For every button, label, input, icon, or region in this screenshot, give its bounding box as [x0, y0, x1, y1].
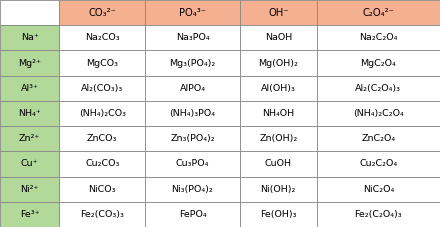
- Bar: [240, 101, 317, 126]
- Bar: [240, 202, 317, 227]
- Text: Na₂CO₃: Na₂CO₃: [85, 33, 120, 42]
- Bar: [59, 202, 145, 227]
- Bar: [0, 76, 59, 101]
- Bar: [317, 76, 440, 101]
- Bar: [240, 0, 317, 25]
- Bar: [145, 151, 240, 177]
- Bar: [0, 50, 59, 76]
- Bar: [240, 126, 317, 151]
- Text: NaOH: NaOH: [265, 33, 292, 42]
- Text: (NH₄)₂CO₃: (NH₄)₂CO₃: [79, 109, 126, 118]
- Bar: [317, 0, 440, 25]
- Bar: [0, 126, 59, 151]
- Bar: [145, 25, 240, 50]
- Text: Na₃PO₄: Na₃PO₄: [176, 33, 209, 42]
- Text: CO₃²⁻: CO₃²⁻: [88, 8, 116, 18]
- Bar: [240, 76, 317, 101]
- Text: (NH₄)₂C₂O₄: (NH₄)₂C₂O₄: [353, 109, 404, 118]
- Text: NH₄OH: NH₄OH: [262, 109, 294, 118]
- Text: MgC₂O₄: MgC₂O₄: [360, 59, 396, 68]
- Text: OH⁻: OH⁻: [268, 8, 289, 18]
- Text: AlPO₄: AlPO₄: [180, 84, 205, 93]
- Text: Fe₂(C₂O₄)₃: Fe₂(C₂O₄)₃: [355, 210, 402, 219]
- Text: Mg²⁺: Mg²⁺: [18, 59, 41, 68]
- Text: ZnC₂O₄: ZnC₂O₄: [361, 134, 396, 143]
- Text: Zn(OH)₂: Zn(OH)₂: [259, 134, 297, 143]
- Text: Mg(OH)₂: Mg(OH)₂: [258, 59, 298, 68]
- Text: Cu₃PO₄: Cu₃PO₄: [176, 159, 209, 168]
- Bar: [145, 0, 240, 25]
- Text: Mg₃(PO₄)₂: Mg₃(PO₄)₂: [169, 59, 216, 68]
- Text: PO₄³⁻: PO₄³⁻: [179, 8, 206, 18]
- Bar: [145, 177, 240, 202]
- Text: NiCO₃: NiCO₃: [88, 185, 116, 194]
- Bar: [240, 25, 317, 50]
- Bar: [0, 101, 59, 126]
- Bar: [317, 50, 440, 76]
- Bar: [145, 101, 240, 126]
- Bar: [59, 0, 145, 25]
- Text: FePO₄: FePO₄: [179, 210, 206, 219]
- Text: Al³⁺: Al³⁺: [21, 84, 39, 93]
- Text: NH₄⁺: NH₄⁺: [18, 109, 41, 118]
- Bar: [317, 202, 440, 227]
- Bar: [317, 25, 440, 50]
- Bar: [0, 0, 59, 25]
- Text: Fe₂(CO₃)₃: Fe₂(CO₃)₃: [81, 210, 124, 219]
- Bar: [59, 151, 145, 177]
- Bar: [0, 202, 59, 227]
- Text: Ni²⁺: Ni²⁺: [20, 185, 39, 194]
- Bar: [240, 50, 317, 76]
- Bar: [0, 151, 59, 177]
- Text: Zn²⁺: Zn²⁺: [19, 134, 40, 143]
- Bar: [59, 126, 145, 151]
- Bar: [59, 25, 145, 50]
- Bar: [145, 202, 240, 227]
- Text: Ni(OH)₂: Ni(OH)₂: [260, 185, 296, 194]
- Text: Na₂C₂O₄: Na₂C₂O₄: [359, 33, 398, 42]
- Text: Zn₃(PO₄)₂: Zn₃(PO₄)₂: [170, 134, 215, 143]
- Bar: [59, 76, 145, 101]
- Bar: [317, 151, 440, 177]
- Text: Cu⁺: Cu⁺: [21, 159, 39, 168]
- Bar: [317, 101, 440, 126]
- Text: Al(OH)₃: Al(OH)₃: [261, 84, 296, 93]
- Text: Cu₂CO₃: Cu₂CO₃: [85, 159, 120, 168]
- Text: Fe³⁺: Fe³⁺: [20, 210, 40, 219]
- Bar: [145, 76, 240, 101]
- Bar: [240, 177, 317, 202]
- Text: Al₂(CO₃)₃: Al₂(CO₃)₃: [81, 84, 124, 93]
- Text: Fe(OH)₃: Fe(OH)₃: [260, 210, 297, 219]
- Text: C₂O₄²⁻: C₂O₄²⁻: [363, 8, 394, 18]
- Text: ZnCO₃: ZnCO₃: [87, 134, 117, 143]
- Text: MgCO₃: MgCO₃: [86, 59, 118, 68]
- Bar: [317, 177, 440, 202]
- Bar: [59, 101, 145, 126]
- Bar: [240, 151, 317, 177]
- Text: Cu₂C₂O₄: Cu₂C₂O₄: [359, 159, 397, 168]
- Bar: [59, 50, 145, 76]
- Bar: [0, 177, 59, 202]
- Bar: [0, 25, 59, 50]
- Text: Al₂(C₂O₄)₃: Al₂(C₂O₄)₃: [356, 84, 401, 93]
- Bar: [317, 126, 440, 151]
- Bar: [59, 177, 145, 202]
- Text: (NH₄)₃PO₄: (NH₄)₃PO₄: [169, 109, 216, 118]
- Text: CuOH: CuOH: [265, 159, 292, 168]
- Text: Na⁺: Na⁺: [21, 33, 39, 42]
- Bar: [145, 126, 240, 151]
- Bar: [145, 50, 240, 76]
- Text: Ni₃(PO₄)₂: Ni₃(PO₄)₂: [172, 185, 213, 194]
- Text: NiC₂O₄: NiC₂O₄: [363, 185, 394, 194]
